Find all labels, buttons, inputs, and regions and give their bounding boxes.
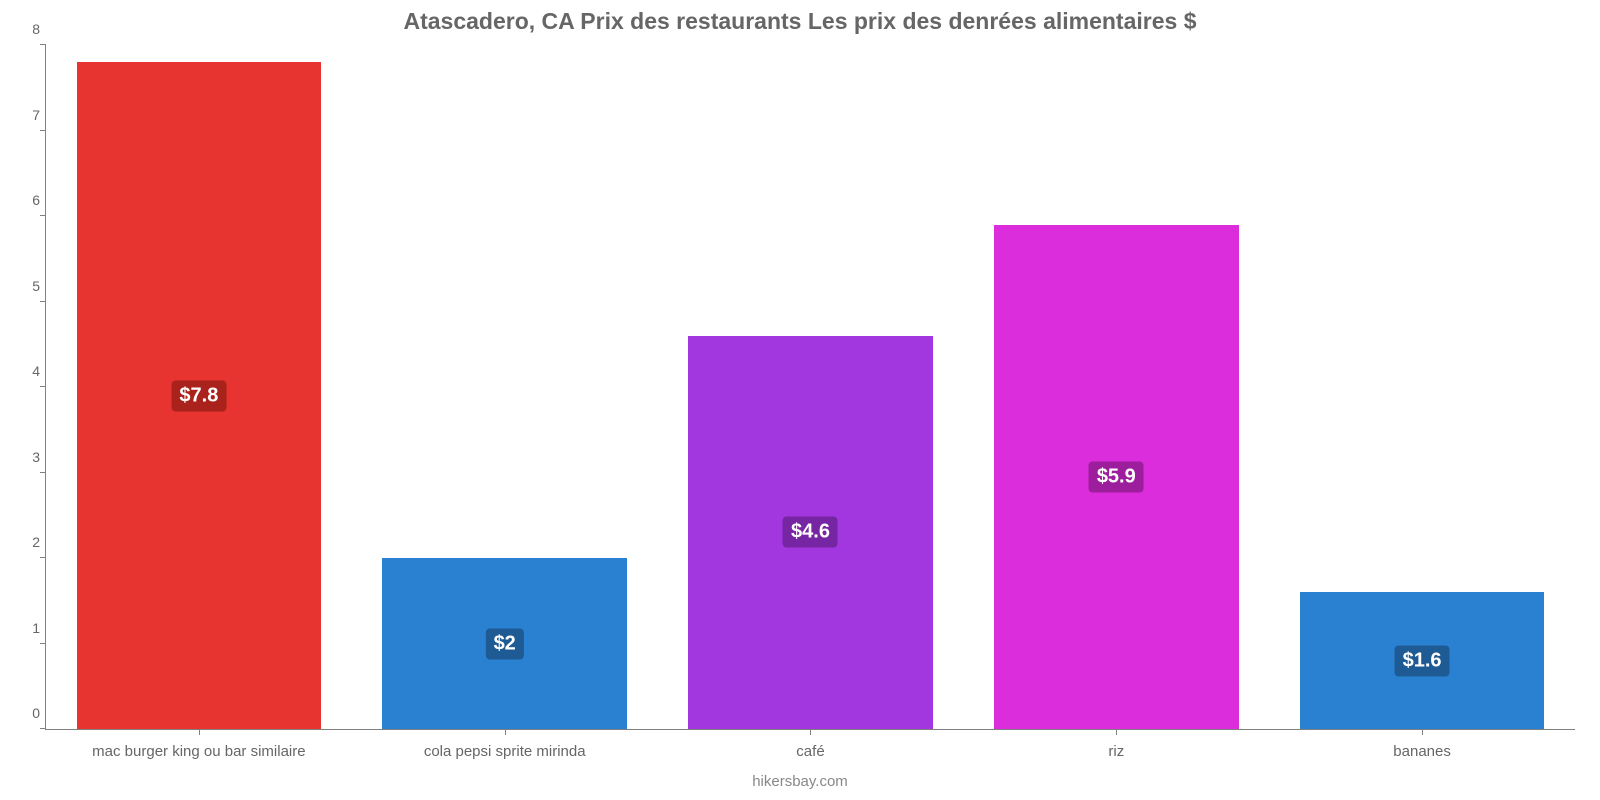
bar-value-label: $2 — [486, 628, 524, 659]
chart-title: Atascadero, CA Prix des restaurants Les … — [0, 0, 1600, 35]
y-tick-mark — [40, 130, 46, 131]
bar-value-label: $7.8 — [171, 380, 226, 411]
plot-area: $7.8mac burger king ou bar similaire$2co… — [45, 45, 1575, 730]
x-tick-label: cola pepsi sprite mirinda — [424, 743, 586, 760]
bar-slot: $4.6café — [658, 45, 964, 729]
x-tick-mark — [810, 729, 811, 735]
x-tick-mark — [1422, 729, 1423, 735]
bar: $5.9 — [994, 225, 1239, 729]
x-tick-mark — [505, 729, 506, 735]
y-tick-mark — [40, 643, 46, 644]
y-tick-mark — [40, 728, 46, 729]
x-tick-mark — [199, 729, 200, 735]
bar-slot: $7.8mac burger king ou bar similaire — [46, 45, 352, 729]
bar-slot: $5.9riz — [963, 45, 1269, 729]
bars-group: $7.8mac burger king ou bar similaire$2co… — [46, 45, 1575, 729]
y-tick-label: 4 — [16, 363, 40, 379]
y-tick-label: 3 — [16, 449, 40, 465]
bar-value-label: $5.9 — [1089, 461, 1144, 492]
y-tick-mark — [40, 301, 46, 302]
y-tick-label: 7 — [16, 107, 40, 123]
chart-container: Atascadero, CA Prix des restaurants Les … — [0, 0, 1600, 800]
y-tick-label: 5 — [16, 278, 40, 294]
bar: $2 — [382, 558, 627, 729]
x-tick-label: bananes — [1393, 743, 1451, 760]
footer-attribution: hikersbay.com — [0, 773, 1600, 790]
x-tick-mark — [1116, 729, 1117, 735]
y-tick-mark — [40, 557, 46, 558]
bar-value-label: $4.6 — [783, 517, 838, 548]
y-tick-label: 2 — [16, 534, 40, 550]
y-tick-mark — [40, 215, 46, 216]
y-tick-mark — [40, 472, 46, 473]
y-tick-label: 8 — [16, 21, 40, 37]
bar: $4.6 — [688, 336, 933, 729]
y-tick-mark — [40, 44, 46, 45]
bar: $1.6 — [1300, 592, 1545, 729]
bar-slot: $2cola pepsi sprite mirinda — [352, 45, 658, 729]
x-tick-label: café — [796, 743, 824, 760]
y-tick-label: 0 — [16, 705, 40, 721]
y-tick-label: 1 — [16, 620, 40, 636]
x-tick-label: mac burger king ou bar similaire — [92, 743, 305, 760]
bar: $7.8 — [77, 62, 322, 729]
y-tick-mark — [40, 386, 46, 387]
bar-value-label: $1.6 — [1395, 645, 1450, 676]
y-tick-label: 6 — [16, 192, 40, 208]
x-tick-label: riz — [1108, 743, 1124, 760]
bar-slot: $1.6bananes — [1269, 45, 1575, 729]
